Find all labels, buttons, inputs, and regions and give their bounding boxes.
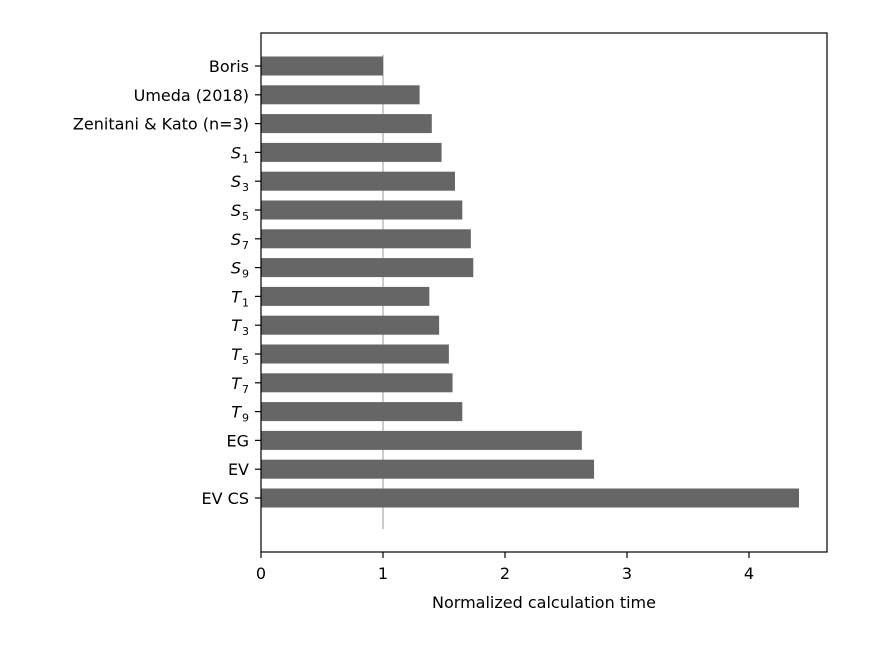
x-tick-label: 3 — [622, 564, 632, 583]
y-tick-label: T5 — [231, 345, 249, 367]
bar — [261, 344, 449, 364]
bar — [261, 488, 800, 508]
y-tick-label: Zenitani & Kato (n=3) — [73, 115, 249, 134]
y-tick-layer: Boris Umeda (2018) Zenitani & Kato (n=3) S1… — [73, 57, 261, 508]
plot-frame — [260, 32, 828, 553]
bar — [261, 56, 383, 76]
y-tick-label: S3 — [231, 172, 249, 194]
y-tick-label: EV CS — [202, 489, 249, 508]
y-tick-label: S9 — [231, 259, 249, 281]
bar — [261, 200, 463, 220]
bar — [261, 171, 455, 191]
x-tick-label: 0 — [256, 564, 266, 583]
y-tick-label: T9 — [231, 403, 249, 425]
y-tick-label: S7 — [231, 230, 249, 252]
y-tick-label: S5 — [231, 201, 249, 223]
bar — [261, 142, 442, 162]
x-tick-layer: 0 1 2 3 4 — [256, 552, 754, 583]
x-axis-title: Normalized calculation time — [432, 593, 656, 612]
x-tick-label: 2 — [500, 564, 510, 583]
bar — [261, 430, 582, 450]
y-tick-label: Boris — [209, 57, 249, 76]
bar — [261, 286, 430, 306]
y-tick-label: S1 — [231, 143, 249, 165]
bar — [261, 373, 453, 393]
y-tick-label: Umeda (2018) — [134, 86, 249, 105]
y-tick-label: T1 — [231, 287, 249, 309]
bar — [261, 258, 474, 278]
bar — [261, 85, 420, 105]
x-tick-label: 1 — [378, 564, 388, 583]
bar — [261, 229, 471, 249]
bar — [261, 114, 432, 134]
bar — [261, 402, 463, 422]
y-tick-label: T7 — [231, 374, 249, 396]
y-tick-label: T3 — [231, 316, 249, 338]
y-tick-label: EG — [226, 431, 249, 450]
x-tick-label: 4 — [744, 564, 754, 583]
bar — [261, 315, 440, 335]
bars-layer — [261, 56, 800, 508]
y-tick-label: EV — [228, 460, 249, 479]
bar — [261, 459, 595, 479]
